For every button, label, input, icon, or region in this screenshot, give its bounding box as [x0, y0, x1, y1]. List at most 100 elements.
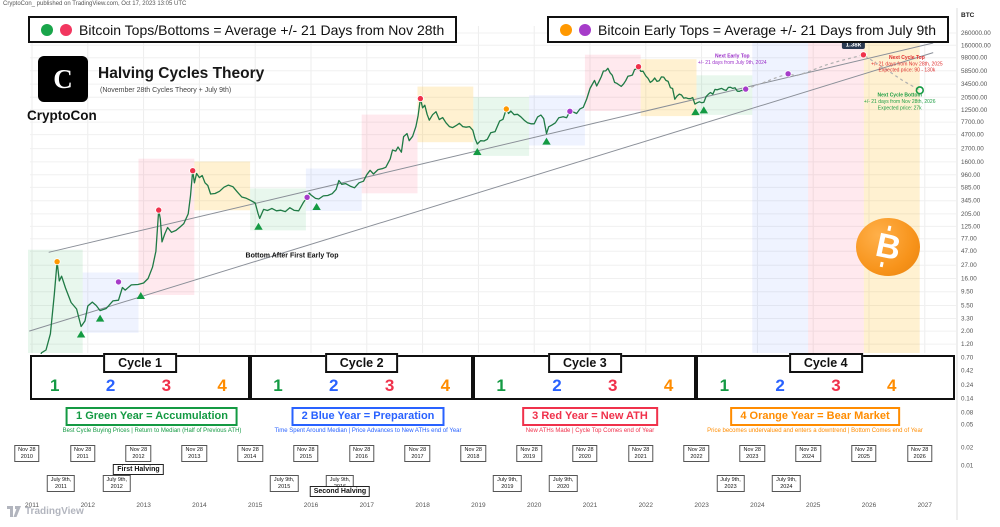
orange-early-top-dot-icon: [560, 23, 572, 36]
price-axis-tick: 0.14: [961, 396, 974, 403]
bottom-arrow-marker: [691, 108, 700, 116]
tradingview-watermark: TradingView: [7, 506, 84, 517]
price-axis-tick: 205.00: [961, 211, 981, 218]
price-axis-tick: 34500.00: [961, 81, 988, 88]
cryptocon-logo: C: [38, 56, 88, 102]
page-title: Halving Cycles Theory: [98, 65, 265, 82]
attribution-text: CryptoCon_ published on TradingView.com,…: [3, 1, 187, 7]
tradingview-watermark-label: TradingView: [25, 506, 84, 517]
year-band: [752, 28, 809, 353]
year-bands: [28, 28, 920, 353]
bottom-arrow-marker: [136, 292, 145, 299]
price-axis-tick: 77.00: [961, 236, 977, 243]
early-top-dot-purple: [303, 193, 311, 201]
early-top-dot-purple: [784, 70, 792, 78]
bitcoin-b-glyph: B: [872, 225, 904, 269]
early-top-dot-purple: [742, 85, 750, 93]
cycle-top-dot: [155, 206, 163, 214]
bitcoin-logo-icon: B: [856, 218, 920, 276]
year-band: [696, 75, 753, 115]
chart-annotation: Expected price: 27k: [878, 105, 922, 111]
price-axis-tick: 47.00: [961, 248, 977, 255]
price-axis-tick: 5.50: [961, 303, 974, 310]
price-axis-tick: 585.00: [961, 184, 981, 191]
bottom-arrow-marker: [542, 137, 551, 145]
purple-early-top-dot-icon: [579, 23, 591, 36]
chart-annotation: Next Early Top: [715, 54, 750, 60]
price-axis-tick: 0.01: [961, 462, 974, 469]
chart-annotation: +/- 21 days from Nov 28th, 2026: [864, 99, 936, 105]
trend-line: [29, 52, 934, 332]
price-axis-tick: 16.00: [961, 276, 977, 283]
year-band: [361, 114, 418, 194]
projection-line: [745, 54, 921, 91]
year-band: [250, 188, 306, 231]
chart-annotation: Expected price: 90 - 130k: [879, 68, 936, 74]
bottom-arrow-marker: [254, 222, 263, 230]
price-axis-tick: 4700.00: [961, 132, 984, 139]
price-line: [40, 66, 747, 354]
price-axis-tick: 0.42: [961, 368, 974, 375]
price-axis-tick: 2.00: [961, 328, 974, 335]
bottom-arrow-marker: [76, 330, 86, 338]
bottom-arrow-marker: [699, 106, 708, 114]
early-top-dot-orange: [502, 105, 510, 113]
price-axis-tick: 0.05: [961, 422, 974, 429]
chart-annotation: +/- 21 days from July 9th, 2024: [698, 60, 767, 66]
svg-text:1.38k: 1.38k: [846, 42, 862, 49]
price-axis-tick: 260000.00: [961, 30, 991, 37]
price-axis-tick: 2700.00: [961, 146, 984, 153]
green-bottom-dot-icon: [41, 23, 53, 36]
legend-early-tops-label: Bitcoin Early Tops = Average +/- 21 Days…: [598, 21, 936, 38]
price-axis-tick: 7700.00: [961, 119, 984, 126]
year-band: [584, 54, 641, 111]
price-axis-tick: 58500.00: [961, 68, 988, 75]
page-subtitle: (November 28th Cycles Theory + July 9th): [100, 87, 232, 94]
price-axis-tick: 960.00: [961, 172, 981, 179]
price-axis-tick: 20500.00: [961, 94, 988, 101]
early-top-dot-orange: [53, 258, 61, 266]
year-band: [28, 249, 83, 353]
price-axis-tick: 0.70: [961, 355, 974, 362]
price-axis-tick: 27.00: [961, 262, 977, 269]
chart-annotation: Next Cycle Top: [889, 55, 925, 61]
year-band: [417, 86, 474, 143]
early-top-dot-purple: [566, 107, 574, 115]
price-axis-tick: 1600.00: [961, 159, 984, 166]
cycle-top-dot: [189, 167, 197, 175]
chart-annotation: +/- 21 days from Nov 28th, 2025: [871, 61, 943, 67]
price-axis-tick: 98000.00: [961, 55, 988, 62]
cycle-top-dot: [416, 95, 424, 103]
price-axis-tick: 125.00: [961, 223, 981, 230]
legend-tops-bottoms-label: Bitcoin Tops/Bottoms = Average +/- 21 Da…: [79, 21, 445, 38]
legend-tops-bottoms: Bitcoin Tops/Bottoms = Average +/- 21 Da…: [28, 16, 458, 43]
legend-early-tops: Bitcoin Early Tops = Average +/- 21 Days…: [547, 16, 949, 43]
price-axis-tick: 160000.00: [961, 42, 991, 49]
bottom-arrow-marker: [95, 314, 105, 322]
price-axis-tick: 1.20: [961, 341, 974, 348]
price-axis-tick: 0.08: [961, 410, 974, 417]
price-axis-tick: 0.24: [961, 382, 974, 389]
price-axis-tick: 345.00: [961, 198, 981, 205]
year-band: [640, 59, 697, 117]
cycle-top-dot: [859, 51, 867, 59]
next-bottom-circle: [915, 86, 924, 95]
axis-currency-label: BTC: [961, 12, 975, 19]
tradingview-logo-icon: [7, 506, 21, 517]
trend-line: [48, 42, 934, 253]
year-band: [863, 28, 920, 353]
bottom-arrow-marker: [312, 203, 321, 210]
year-band: [138, 158, 195, 295]
year-band: [473, 97, 530, 156]
cycle-top-dot: [635, 63, 643, 71]
price-axis-tick: 9.50: [961, 289, 974, 296]
red-top-dot-icon: [60, 23, 72, 36]
year-band: [194, 161, 251, 211]
bottom-arrow-marker: [473, 148, 482, 155]
price-axis-tick: 12500.00: [961, 107, 988, 114]
chart-annotation: Bottom After First Early Top: [246, 252, 339, 259]
early-top-dot-purple: [115, 278, 123, 286]
chart-annotation: Next Cycle Bottom: [877, 93, 922, 99]
